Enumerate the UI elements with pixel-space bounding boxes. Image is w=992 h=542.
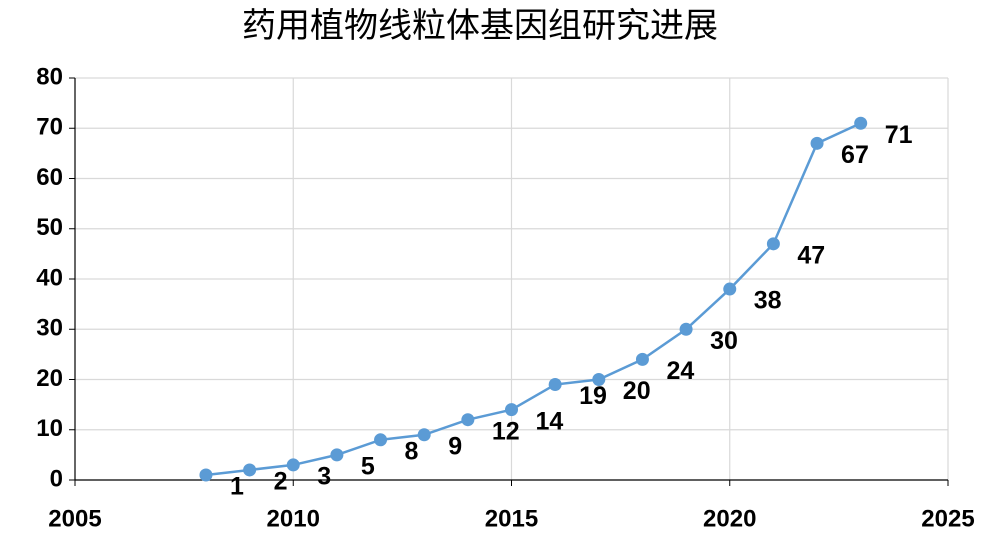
data-label: 1 xyxy=(230,473,244,501)
data-label: 12 xyxy=(492,417,520,445)
point xyxy=(505,403,518,417)
y-tick-label: 60 xyxy=(36,164,63,191)
point xyxy=(374,433,388,447)
y-tick-label: 0 xyxy=(50,465,63,492)
point xyxy=(679,322,693,336)
data-label: 67 xyxy=(841,141,869,169)
chart-title: 药用植物线粒体基因组研究进展 xyxy=(242,7,718,45)
point xyxy=(199,468,213,482)
data-label: 3 xyxy=(317,463,331,491)
y-tick-label: 70 xyxy=(36,114,63,141)
point xyxy=(635,352,649,366)
y-tick-label: 80 xyxy=(36,63,63,90)
x-tick-label: 2015 xyxy=(485,505,538,532)
data-label: 2 xyxy=(274,468,288,496)
point xyxy=(330,448,344,462)
data-label: 24 xyxy=(666,357,694,385)
data-label: 30 xyxy=(710,327,738,355)
y-tick-label: 30 xyxy=(36,315,63,342)
point xyxy=(461,413,475,427)
point xyxy=(417,428,431,442)
x-tick-label: 2005 xyxy=(48,505,101,532)
point xyxy=(286,458,300,472)
y-tick-label: 40 xyxy=(36,264,63,291)
y-tick-label: 50 xyxy=(36,214,63,241)
data-label: 14 xyxy=(536,407,564,435)
data-label: 38 xyxy=(754,287,782,315)
point xyxy=(723,282,737,296)
data-label: 5 xyxy=(361,452,375,480)
data-label: 47 xyxy=(797,241,825,269)
y-tick-label: 10 xyxy=(36,415,63,442)
x-tick-label: 2010 xyxy=(267,505,320,532)
point xyxy=(592,373,606,386)
data-label: 71 xyxy=(885,121,913,149)
point xyxy=(243,463,257,477)
x-tick-label: 2025 xyxy=(921,505,974,532)
point xyxy=(810,136,824,150)
x-tick-label: 2020 xyxy=(703,505,756,532)
data-label: 20 xyxy=(623,377,651,405)
point xyxy=(766,237,780,251)
point xyxy=(548,378,562,392)
line xyxy=(205,122,862,477)
point xyxy=(854,116,868,130)
data-label: 9 xyxy=(448,432,462,460)
y-tick-label: 20 xyxy=(36,365,63,392)
data-label: 8 xyxy=(405,437,419,465)
data-label: 19 xyxy=(579,382,607,410)
